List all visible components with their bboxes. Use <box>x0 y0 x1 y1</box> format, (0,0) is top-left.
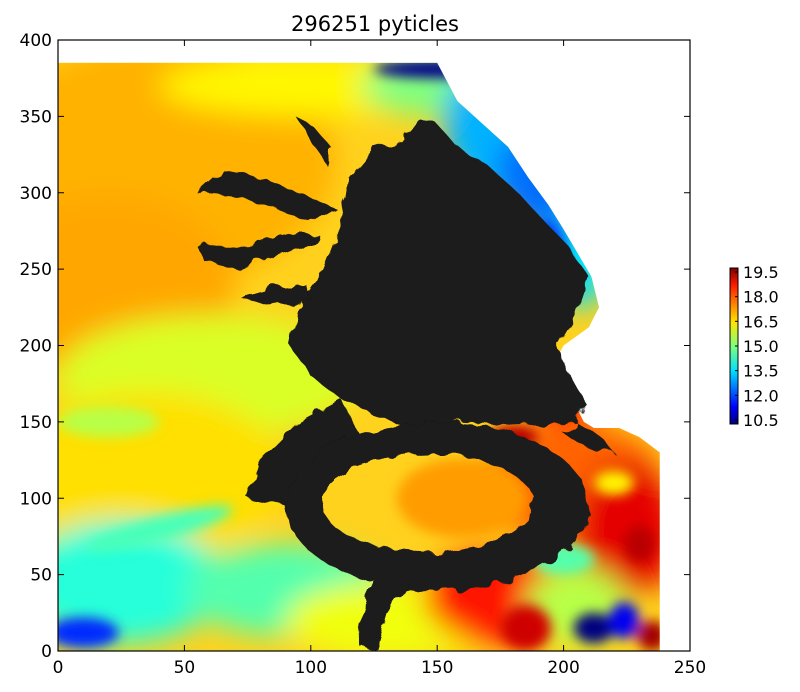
field-detail <box>636 620 660 651</box>
y-axis: 0 50 100 150 200 250 300 350 400 <box>20 31 690 662</box>
colorbar-tick-label: 18.0 <box>743 288 779 307</box>
y-tick-label: 350 <box>20 107 52 127</box>
y-tick-label: 100 <box>20 489 52 509</box>
particle-region <box>197 230 324 270</box>
y-tick-label: 0 <box>41 642 52 662</box>
field-blob <box>576 460 660 598</box>
particle-region <box>240 284 311 308</box>
colorbar-tick-label: 10.5 <box>743 411 779 430</box>
plot-area <box>58 62 660 651</box>
field-detail <box>593 470 635 496</box>
colorbar-tick-label: 12.0 <box>743 386 779 405</box>
particle-region <box>563 421 615 453</box>
particle-region <box>197 169 337 224</box>
particle-region <box>295 116 331 166</box>
x-axis: 0 50 100 150 200 250 <box>53 40 706 678</box>
field-detail <box>374 62 501 79</box>
eddy-ring <box>285 421 589 590</box>
x-tick-label: 200 <box>547 658 579 678</box>
colorbar-tick-label: 16.5 <box>743 312 779 331</box>
field-detail <box>624 525 655 563</box>
particle-cloud <box>197 116 615 648</box>
field-detail <box>500 605 551 651</box>
field-detail <box>565 170 602 216</box>
field-detail <box>396 458 529 538</box>
colorbar-tick-label: 15.0 <box>743 337 779 356</box>
x-tick-label: 250 <box>674 658 706 678</box>
colorbar-tick-label: 13.5 <box>743 362 779 381</box>
particle-region <box>247 399 362 506</box>
x-tick-label: 150 <box>421 658 453 678</box>
y-tick-label: 50 <box>30 566 52 586</box>
x-tick-label: 0 <box>53 658 64 678</box>
y-tick-label: 150 <box>20 413 52 433</box>
field-detail <box>58 406 160 438</box>
chart-title: 296251 pyticles <box>291 12 459 36</box>
y-tick-label: 200 <box>20 337 52 357</box>
field-detail <box>58 617 119 648</box>
colorbar-tick-label: 19.5 <box>743 263 779 282</box>
x-tick-label: 50 <box>174 658 196 678</box>
y-tick-label: 400 <box>20 31 52 51</box>
particle-region <box>290 116 589 430</box>
particle-region <box>356 582 407 648</box>
colorbar: 19.5 18.0 16.5 15.0 13.5 12.0 10.5 <box>729 263 779 430</box>
field-blob <box>58 521 223 644</box>
y-tick-label: 300 <box>20 184 52 204</box>
y-tick-label: 250 <box>20 260 52 280</box>
x-tick-label: 100 <box>295 658 327 678</box>
colorbar-ticks: 19.5 18.0 16.5 15.0 13.5 12.0 10.5 <box>735 263 779 430</box>
field-detail <box>573 612 615 644</box>
field-detail <box>609 602 640 639</box>
field-detail <box>85 505 233 552</box>
